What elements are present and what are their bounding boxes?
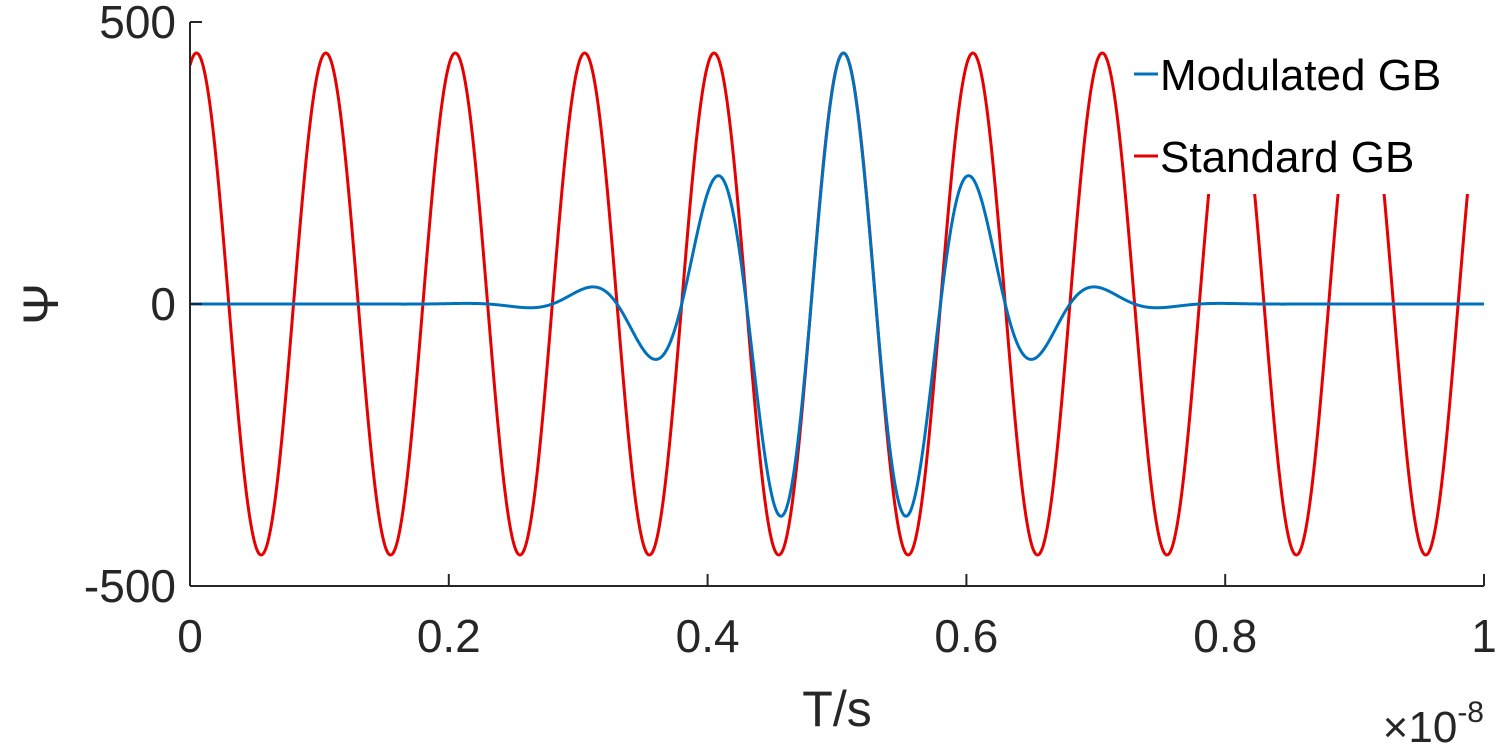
series-layer	[190, 51, 1484, 557]
x-axis-label: T/s	[802, 681, 871, 737]
x-exponent-base: ×10	[1383, 703, 1458, 748]
x-ticks: 0 0.2 0.4 0.6 0.8 1	[177, 574, 1496, 662]
x-tick-label: 0	[177, 610, 203, 662]
x-axis-exponent: ×10-8	[1383, 696, 1484, 748]
y-ticks: -500 0 500	[84, 0, 202, 612]
x-tick-label: 0.6	[934, 610, 998, 662]
y-tick-label: 500	[99, 0, 176, 48]
legend: Modulated GB Standard GB	[1134, 30, 1484, 194]
x-tick-label: 0.8	[1193, 610, 1257, 662]
x-tick-label: 0.4	[676, 610, 740, 662]
series-line-modulated-gb	[190, 51, 1484, 518]
legend-entry-label: Modulated GB	[1160, 51, 1441, 100]
plot-area	[190, 51, 1484, 557]
y-axis-label: Ψ	[13, 283, 69, 325]
x-exponent-power: -8	[1457, 696, 1484, 729]
y-tick-label: 0	[150, 278, 176, 330]
x-tick-label: 0.2	[417, 610, 481, 662]
legend-box	[1152, 30, 1484, 194]
y-tick-label: -500	[84, 560, 176, 612]
x-tick-label: 1	[1471, 610, 1496, 662]
legend-entry-label: Standard GB	[1160, 133, 1414, 182]
